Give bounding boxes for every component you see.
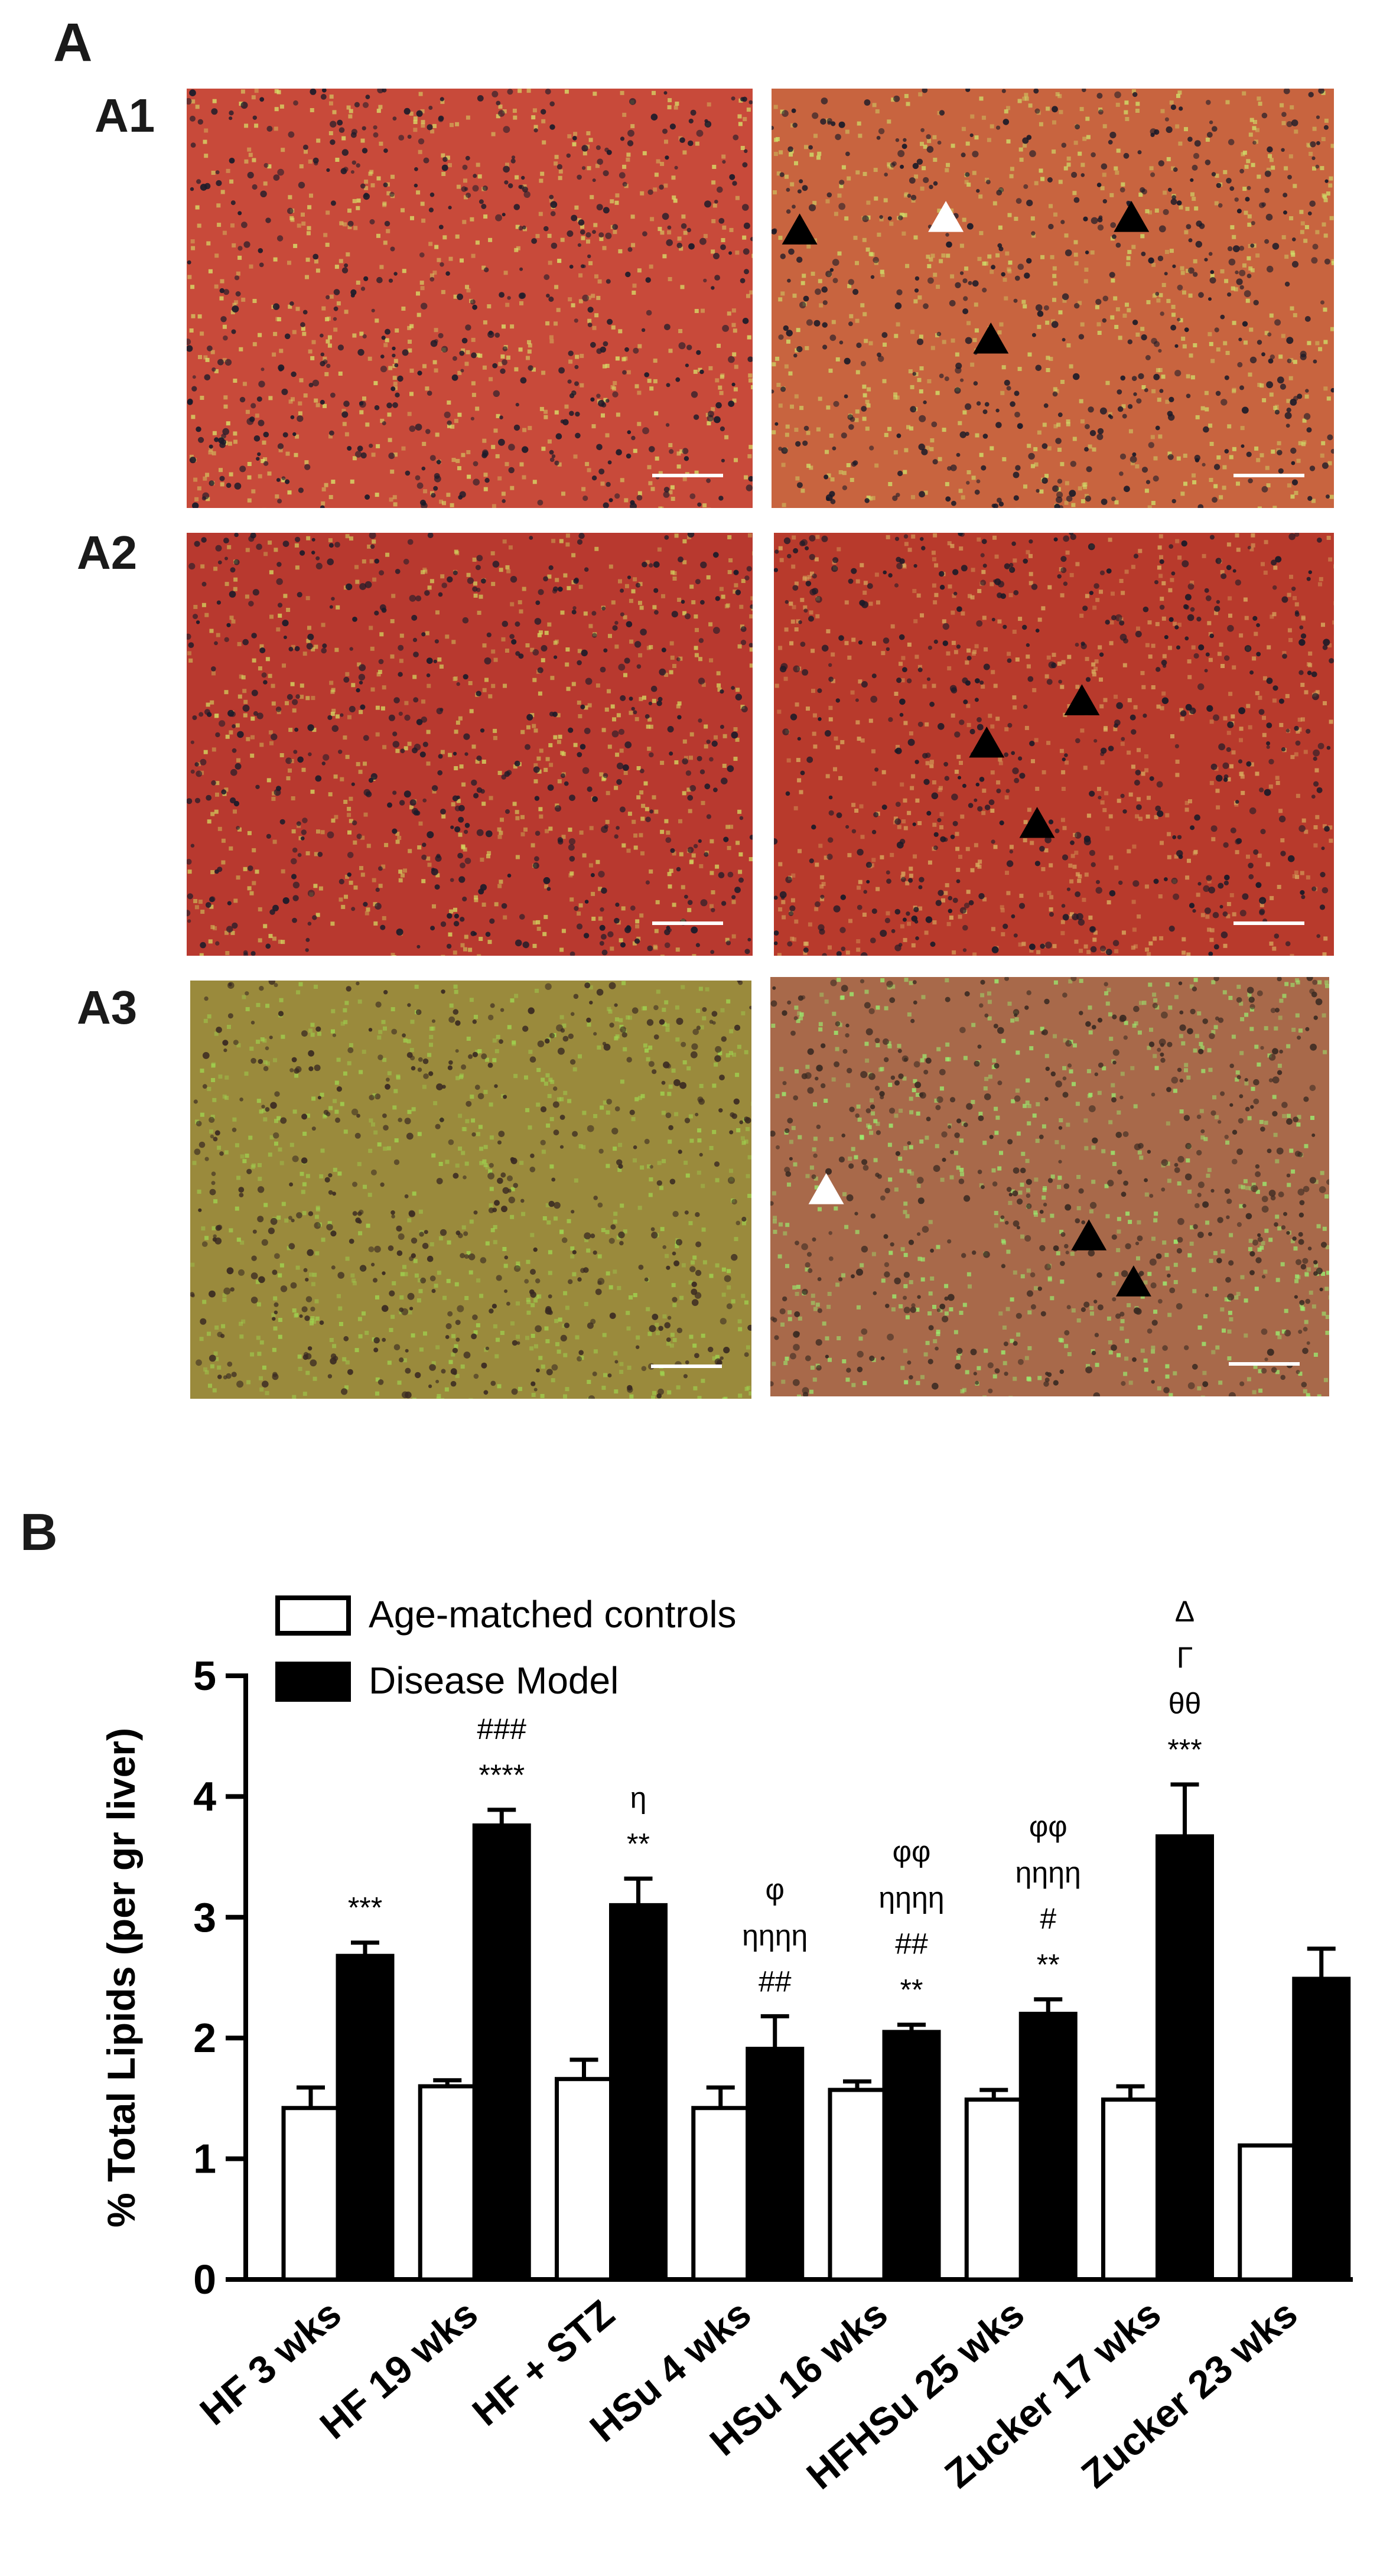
significance-mark: η	[630, 1781, 647, 1814]
significance-mark: ***	[348, 1891, 382, 1924]
bar-disease	[1156, 1834, 1214, 2282]
bar-control	[1238, 2143, 1297, 2282]
arrowhead-marker	[1064, 684, 1100, 715]
bar-disease	[472, 1823, 531, 2282]
significance-mark: φφ	[1029, 1810, 1067, 1843]
bar-control	[555, 2077, 613, 2282]
legend-swatch	[275, 1595, 351, 1636]
lipids-bar-chart: B Age-matched controls Disease Model 0 1 2 3…	[20, 1503, 1353, 2497]
panel-a-label: A	[53, 12, 93, 73]
bar-disease	[1018, 2011, 1078, 2282]
arrowhead-marker	[808, 1173, 844, 1204]
chart-legend: Age-matched controls Disease Model	[275, 1593, 737, 1702]
bar-control	[281, 2106, 340, 2282]
significance-mark: ηηηη	[742, 1919, 808, 1952]
arrowhead-marker	[1071, 1219, 1107, 1250]
row-label-a2: A2	[77, 526, 138, 579]
arrowhead-marker	[1019, 807, 1055, 838]
bar-control	[964, 2097, 1023, 2282]
bar-control	[418, 2084, 477, 2282]
micrograph-a1-disease	[772, 89, 1334, 508]
micrograph-a2-control	[187, 533, 753, 956]
y-tick-label: 1	[193, 2136, 216, 2182]
y-axis-title: % Total Lipids (per gr liver)	[99, 1728, 143, 2227]
micrograph-a3-control	[190, 981, 751, 1399]
significance-mark: ****	[479, 1758, 525, 1792]
significance-mark: φφ	[893, 1835, 931, 1868]
significance-mark: **	[627, 1827, 650, 1860]
legend-label: Disease Model	[369, 1659, 619, 1702]
y-tick-label: 2	[193, 2015, 216, 2061]
significance-mark: **	[900, 1973, 923, 2007]
significance-mark: ηηηη	[1016, 1856, 1081, 1889]
significance-mark: ##	[895, 1927, 928, 1961]
significance-mark: ###	[477, 1712, 527, 1745]
y-tick-label: 4	[193, 1773, 216, 1819]
arrowhead-marker	[973, 323, 1009, 354]
significance-mark: Δ	[1175, 1595, 1195, 1628]
y-tick-label: 3	[193, 1894, 216, 1940]
significance-mark: φ	[766, 1872, 785, 1906]
significance-mark: ##	[759, 1965, 792, 1998]
y-tick-label: 0	[193, 2256, 216, 2303]
row-label-a1: A1	[95, 89, 155, 142]
arrowhead-marker	[1114, 201, 1150, 232]
legend-label: Age-matched controls	[369, 1593, 737, 1636]
bar-control	[691, 2106, 750, 2282]
significance-mark: θθ	[1169, 1687, 1202, 1720]
row-label-a3: A3	[77, 981, 138, 1034]
significance-mark: #	[1040, 1902, 1056, 1935]
micrograph-a2-disease	[774, 533, 1334, 956]
panel-b-label: B	[20, 1503, 58, 1561]
bar-disease	[336, 1953, 395, 2282]
significance-mark: Γ	[1177, 1641, 1193, 1674]
arrowhead-marker	[969, 727, 1005, 758]
arrowhead-marker	[782, 213, 818, 245]
y-tick-label: 5	[193, 1653, 216, 1699]
significance-mark: **	[1037, 1948, 1060, 1981]
micrograph-a3-disease	[770, 977, 1329, 1396]
significance-mark: ηηηη	[878, 1881, 944, 1914]
arrowhead-marker	[928, 201, 964, 232]
bar-disease	[746, 2047, 805, 2282]
bar-control	[828, 2087, 887, 2282]
bar-control	[1101, 2097, 1160, 2282]
arrowhead-marker	[1115, 1265, 1151, 1297]
significance-mark: ***	[1167, 1733, 1202, 1766]
legend-swatch	[275, 1662, 351, 1702]
bar-disease	[609, 1903, 668, 2282]
bar-disease	[882, 2030, 941, 2282]
bar-disease	[1292, 1976, 1351, 2282]
micrograph-a1-control	[187, 89, 753, 508]
